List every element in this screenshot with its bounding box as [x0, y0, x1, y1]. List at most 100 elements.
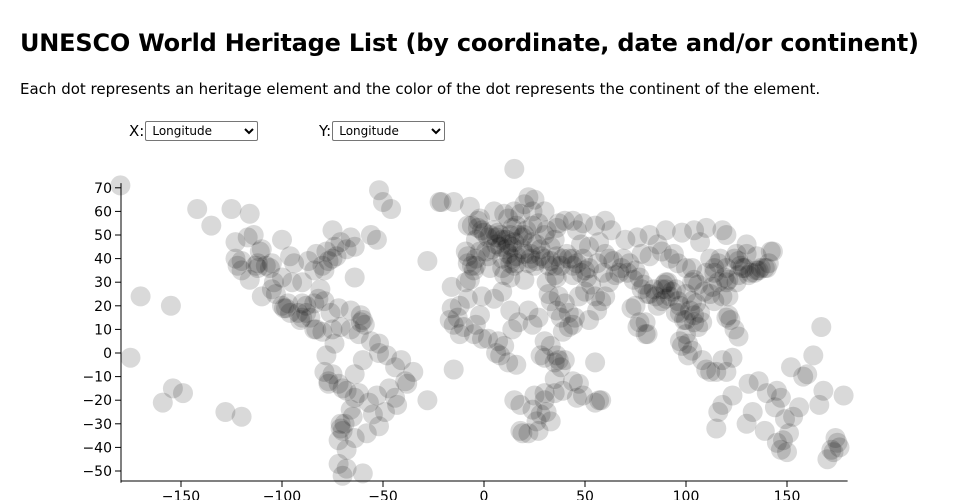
heritage-point[interactable] [550, 357, 571, 378]
heritage-point[interactable] [756, 383, 777, 404]
heritage-point[interactable] [575, 281, 595, 302]
heritage-point[interactable] [544, 229, 565, 250]
heritage-point[interactable] [243, 225, 264, 245]
heritage-point[interactable] [605, 265, 626, 286]
heritage-point[interactable] [443, 314, 464, 335]
heritage-point[interactable] [324, 236, 345, 257]
heritage-point[interactable] [249, 241, 270, 262]
heritage-point[interactable] [827, 432, 848, 453]
heritage-point[interactable] [520, 248, 541, 269]
heritage-point[interactable] [463, 324, 484, 345]
heritage-point[interactable] [686, 293, 707, 314]
heritage-point[interactable] [369, 180, 389, 201]
heritage-point[interactable] [449, 324, 470, 345]
heritage-point[interactable] [813, 380, 834, 401]
heritage-point[interactable] [663, 243, 684, 264]
heritage-point[interactable] [506, 215, 527, 236]
heritage-point[interactable] [330, 232, 351, 253]
heritage-point[interactable] [340, 399, 361, 420]
heritage-point[interactable] [706, 361, 727, 382]
heritage-point[interactable] [581, 274, 602, 295]
heritage-point[interactable] [716, 272, 737, 293]
heritage-point[interactable] [746, 260, 767, 281]
heritage-point[interactable] [221, 199, 242, 219]
heritage-point[interactable] [676, 284, 696, 304]
heritage-point[interactable] [395, 371, 416, 392]
heritage-point[interactable] [589, 390, 610, 411]
heritage-point[interactable] [518, 300, 539, 321]
heritage-point[interactable] [261, 279, 282, 300]
heritage-point[interactable] [740, 262, 761, 283]
heritage-point[interactable] [514, 269, 535, 290]
heritage-point[interactable] [756, 258, 777, 278]
heritage-point[interactable] [538, 284, 559, 304]
heritage-point[interactable] [566, 220, 587, 241]
heritage-point[interactable] [728, 265, 749, 286]
heritage-point[interactable] [667, 253, 688, 274]
heritage-point[interactable] [215, 402, 236, 422]
heritage-point[interactable] [518, 253, 539, 274]
heritage-point[interactable] [510, 203, 531, 224]
heritage-point[interactable] [316, 345, 337, 366]
heritage-point[interactable] [657, 272, 678, 293]
heritage-point[interactable] [296, 302, 317, 323]
heritage-point[interactable] [708, 253, 729, 274]
heritage-point[interactable] [829, 437, 850, 458]
heritage-point[interactable] [712, 394, 733, 415]
heritage-point[interactable] [449, 295, 470, 316]
heritage-point[interactable] [488, 222, 509, 243]
heritage-point[interactable] [716, 225, 737, 245]
heritage-point[interactable] [387, 394, 408, 415]
heritage-point[interactable] [655, 220, 676, 241]
heritage-point[interactable] [328, 430, 349, 451]
heritage-point[interactable] [540, 335, 561, 356]
heritage-point[interactable] [334, 413, 355, 434]
heritage-point[interactable] [225, 248, 246, 269]
heritage-point[interactable] [306, 243, 327, 264]
heritage-point[interactable] [300, 307, 321, 328]
heritage-point[interactable] [722, 385, 743, 406]
heritage-point[interactable] [591, 390, 612, 411]
heritage-point[interactable] [573, 385, 593, 406]
heritage-point[interactable] [716, 258, 737, 278]
heritage-point[interactable] [637, 324, 658, 345]
heritage-point[interactable] [467, 217, 488, 238]
heritage-point[interactable] [736, 413, 757, 434]
heritage-point[interactable] [783, 406, 804, 427]
heritage-point[interactable] [340, 319, 361, 340]
heritage-point[interactable] [251, 286, 272, 307]
heritage-point[interactable] [512, 239, 533, 260]
heritage-point[interactable] [459, 196, 480, 217]
heritage-point[interactable] [231, 260, 252, 281]
heritage-point[interactable] [225, 232, 246, 253]
heritage-point[interactable] [571, 234, 591, 255]
heritage-point[interactable] [369, 416, 389, 437]
heritage-point[interactable] [360, 331, 381, 352]
heritage-point[interactable] [332, 378, 353, 399]
heritage-point[interactable] [732, 258, 753, 278]
heritage-point[interactable] [530, 404, 551, 425]
heritage-point[interactable] [348, 324, 369, 345]
heritage-point[interactable] [506, 354, 527, 375]
heritage-point[interactable] [722, 347, 743, 368]
heritage-point[interactable] [318, 373, 339, 394]
heritage-point[interactable] [534, 201, 555, 222]
heritage-point[interactable] [599, 248, 620, 269]
heritage-point[interactable] [318, 371, 339, 392]
heritage-point[interactable] [579, 258, 599, 278]
heritage-point[interactable] [718, 286, 739, 307]
heritage-point[interactable] [447, 307, 468, 328]
heritage-point[interactable] [589, 232, 610, 253]
heritage-point[interactable] [457, 253, 478, 274]
heritage-point[interactable] [381, 199, 402, 219]
heritage-point[interactable] [332, 420, 353, 441]
heritage-point[interactable] [676, 258, 696, 278]
heritage-point[interactable] [310, 279, 331, 300]
heritage-point[interactable] [504, 255, 525, 276]
heritage-point[interactable] [340, 300, 361, 321]
heritage-point[interactable] [710, 248, 731, 269]
heritage-point[interactable] [201, 215, 222, 236]
heritage-point[interactable] [621, 298, 642, 319]
heritage-point[interactable] [558, 248, 579, 269]
heritage-point[interactable] [314, 291, 335, 312]
